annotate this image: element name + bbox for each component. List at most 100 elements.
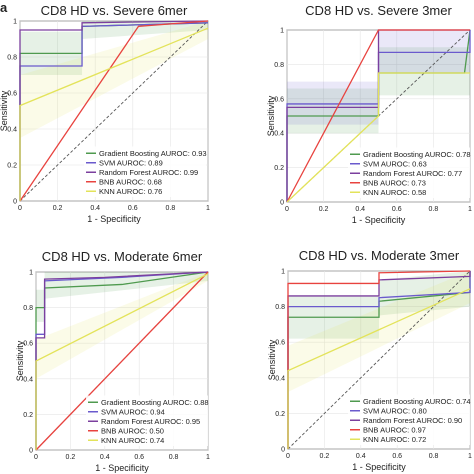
legend-entry: Gradient Boosting AUROC: 0.74 [363, 397, 471, 406]
confidence-band-knn [36, 272, 208, 379]
x-tick-label: 0 [285, 206, 289, 213]
y-axis-label: Sensitivity [0, 90, 9, 131]
y-tick-label: 0.6 [274, 96, 284, 103]
x-tick-label: 0.8 [169, 454, 179, 461]
x-tick-label: 0.8 [429, 206, 439, 213]
y-tick-label: 0.4 [274, 131, 284, 138]
y-tick-label: 1 [281, 269, 285, 276]
x-tick-label: 0 [18, 205, 22, 212]
y-tick-label: 0.8 [23, 305, 33, 312]
roc-curve-bnb [35, 271, 209, 451]
x-axis-label: 1 - Specificity [87, 214, 141, 224]
legend-entry: SVM AUROC: 0.94 [101, 407, 165, 416]
confidence-band-gradient-boosting [20, 21, 208, 75]
confidence-band-svm [287, 30, 470, 125]
x-tick-label: 1 [468, 453, 472, 460]
roc-curve-random-forest [19, 20, 209, 201]
y-tick-label: 0.8 [275, 304, 285, 311]
x-tick-label: 0.2 [66, 454, 76, 461]
legend-entry: Gradient Boosting AUROC: 0.88 [101, 398, 209, 407]
roc-panel-severe-6mer: CD8 HD vs. Severe 6mer 00 0.2 0.2 0.4 0.4 0.6 0… [0, 3, 210, 224]
y-tick-label: 0.8 [274, 62, 284, 69]
x-tick-label: 0.2 [319, 206, 329, 213]
confidence-band-knn [20, 21, 208, 138]
confidence-band-knn [288, 271, 470, 393]
confidence-band-gradient-boosting [36, 272, 208, 322]
y-tick-label: 0.8 [7, 55, 17, 62]
x-tick-label: 0.4 [355, 206, 365, 213]
x-axis-label: 1 - Specificity [352, 462, 406, 472]
panel-letter: a [0, 0, 8, 15]
roc-curve-bnb [287, 270, 471, 449]
y-tick-label: 0 [29, 448, 33, 455]
legend-entry: BNB AUROC: 0.68 [99, 177, 162, 186]
legend-entry: KNN AUROC: 0.72 [363, 435, 426, 444]
panel-title: CD8 HD vs. Moderate 3mer [299, 248, 460, 263]
x-tick-label: 0.4 [100, 454, 110, 461]
x-tick-label: 0 [34, 454, 38, 461]
legend-entry: KNN AUROC: 0.58 [363, 188, 426, 197]
y-tick-label: 0.4 [23, 376, 33, 383]
legend-box [86, 395, 208, 446]
x-tick-label: 0.2 [53, 205, 63, 212]
legend-entry: SVM AUROC: 0.63 [363, 159, 427, 168]
y-tick-label: 0.4 [7, 127, 17, 134]
x-tick-label: 1 [468, 206, 472, 213]
x-tick-label: 0.8 [166, 205, 176, 212]
y-tick-label: 1 [280, 28, 284, 35]
y-tick-label: 0.2 [7, 163, 17, 170]
y-axis-label: Sensitivity [15, 340, 25, 381]
legend-entry: SVM AUROC: 0.80 [363, 406, 427, 415]
y-tick-label: 0.2 [275, 411, 285, 418]
roc-curve-bnb [19, 20, 209, 202]
legend-entry: Random Forest AUROC: 0.90 [363, 416, 462, 425]
y-tick-label: 0 [281, 447, 285, 454]
y-axis-label: Sensitivity [266, 95, 276, 136]
panel-title: CD8 HD vs. Severe 6mer [41, 3, 188, 18]
roc-curve-knn [35, 273, 209, 450]
y-tick-label: 0 [280, 200, 284, 207]
chance-diagonal [287, 270, 471, 450]
y-tick-label: 0.6 [275, 340, 285, 347]
legend-entry: BNB AUROC: 0.50 [101, 426, 164, 435]
roc-panel-moderate-6mer: CD8 HD vs. Moderate 6mer 00 0.2 0.2 0.4 0.4 0.… [15, 249, 210, 473]
x-axis-label: 1 - Specificity [352, 215, 406, 225]
roc-curve-random-forest [35, 271, 209, 450]
legend-box [348, 394, 470, 445]
x-tick-label: 0.6 [134, 454, 144, 461]
roc-curve-knn [19, 27, 209, 201]
legend-entry: BNB AUROC: 0.97 [363, 425, 426, 434]
x-tick-label: 0 [286, 453, 290, 460]
roc-curve-knn [287, 288, 471, 449]
y-tick-label: 0 [13, 199, 17, 206]
legend-entry: Gradient Boosting AUROC: 0.78 [363, 150, 471, 159]
legend-entry: SVM AUROC: 0.89 [99, 158, 163, 167]
x-tick-label: 1 [206, 454, 210, 461]
legend-entry: Random Forest AUROC: 0.95 [101, 417, 200, 426]
x-tick-label: 0.6 [128, 205, 138, 212]
x-tick-label: 1 [206, 205, 210, 212]
legend-entry: KNN AUROC: 0.76 [99, 187, 162, 196]
y-axis-label: Sensitivity [267, 339, 277, 380]
legend-box [348, 147, 470, 198]
legend-entry: KNN AUROC: 0.74 [101, 436, 164, 445]
y-tick-label: 1 [13, 19, 17, 26]
roc-panel-moderate-3mer: CD8 HD vs. Moderate 3mer 00 0.2 0.2 0.4 0.4 0.… [267, 248, 472, 472]
x-tick-label: 0.8 [429, 453, 439, 460]
panel-title: CD8 HD vs. Moderate 6mer [42, 249, 203, 264]
x-tick-label: 0.2 [320, 453, 330, 460]
y-tick-label: 0.6 [23, 341, 33, 348]
x-tick-label: 0.6 [392, 206, 402, 213]
roc-curve-knn [286, 72, 470, 203]
chance-diagonal [19, 20, 209, 202]
roc-curve-bnb [286, 29, 470, 203]
y-tick-label: 0.6 [7, 91, 17, 98]
x-tick-label: 0.6 [392, 453, 402, 460]
legend-entry: Gradient Boosting AUROC: 0.93 [99, 149, 207, 158]
roc-panel-severe-3mer: CD8 HD vs. Severe 3mer 00 0.2 0.2 0.4 0.4 0.6 0… [266, 3, 472, 225]
x-tick-label: 0.4 [90, 205, 100, 212]
y-tick-label: 0.2 [274, 165, 284, 172]
x-tick-label: 0.4 [356, 453, 366, 460]
legend-box [84, 146, 206, 197]
